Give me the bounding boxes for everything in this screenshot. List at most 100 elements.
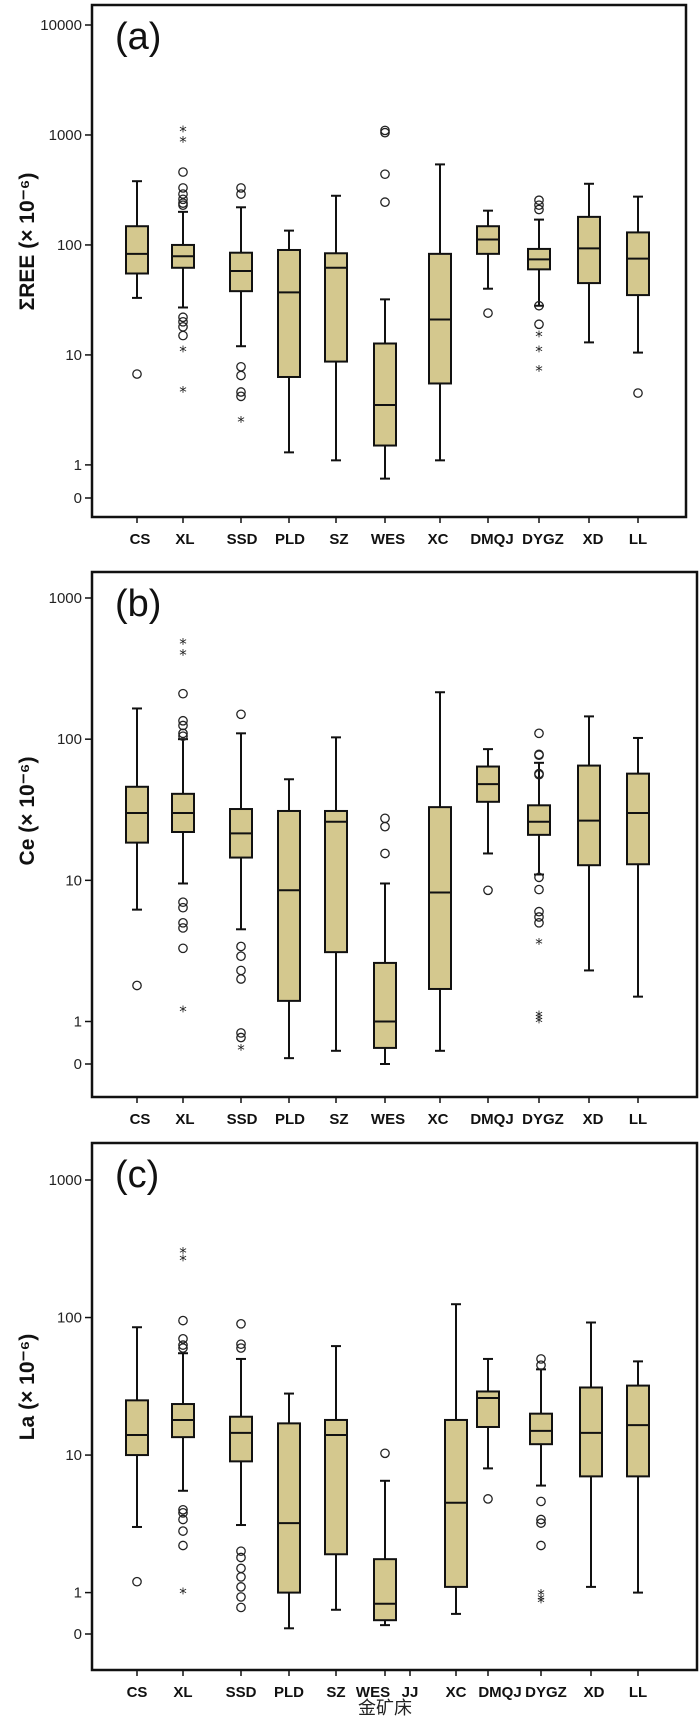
box-dmqj	[476, 209, 500, 318]
outlier-point	[178, 1343, 188, 1353]
category-label: JJ	[402, 1684, 419, 1701]
y-tick-label: 1	[74, 457, 82, 474]
outlier-point	[534, 204, 544, 215]
box-sz	[324, 736, 348, 1052]
outlier-point	[236, 965, 246, 976]
box-ll	[626, 195, 650, 398]
box-ll	[626, 1360, 650, 1594]
outlier-point	[534, 200, 544, 211]
category-label: CS	[127, 1684, 148, 1701]
outlier-point	[483, 308, 493, 318]
outlier-point	[236, 183, 246, 193]
outlier-point	[178, 897, 188, 908]
box-xd	[577, 715, 601, 972]
outlier-point	[178, 1333, 188, 1344]
category-label: PLD	[275, 531, 305, 548]
box-iqr	[277, 809, 301, 1002]
category-label: LL	[629, 531, 647, 548]
outlier-point	[380, 169, 390, 180]
extreme-point: *	[179, 635, 187, 653]
y-tick-label: 1000	[49, 590, 82, 607]
outlier-point	[178, 316, 188, 327]
outlier-point	[536, 1514, 546, 1525]
box-cs	[125, 707, 149, 991]
outlier-point	[178, 917, 188, 928]
box-ssd: *	[229, 709, 253, 1059]
y-tick-label: 1000	[49, 127, 82, 144]
outlier-point	[534, 195, 544, 206]
outlier-point	[236, 1563, 246, 1574]
outlier-point	[534, 906, 544, 917]
category-label: XL	[173, 1684, 192, 1701]
category-label: LL	[629, 1684, 647, 1701]
extreme-point: *	[179, 1585, 187, 1603]
box-xd	[579, 1321, 603, 1588]
outlier-point	[236, 361, 246, 372]
category-label: XC	[428, 531, 449, 548]
y-tick-label: 1	[74, 1585, 82, 1602]
y-tick-label: 1	[74, 1014, 82, 1031]
outlier-point	[380, 821, 390, 832]
outlier-point	[178, 194, 188, 205]
category-label: WES	[371, 1111, 405, 1128]
category-label: WES	[371, 531, 405, 548]
y-tick-label: 0	[74, 1626, 82, 1643]
box-iqr	[577, 215, 601, 285]
outlier-point	[534, 917, 544, 928]
box-iqr	[277, 248, 301, 378]
box-xl: ***	[171, 1244, 195, 1603]
box-sz	[324, 1345, 348, 1611]
outlier-point	[236, 391, 246, 402]
outlier-point	[483, 1494, 493, 1504]
box-iqr	[428, 806, 452, 990]
extreme-point: *	[537, 1591, 545, 1609]
box-iqr	[529, 1412, 553, 1446]
extreme-point: *	[535, 362, 543, 380]
plot-frame	[90, 570, 699, 1099]
outlier-point	[380, 197, 390, 207]
box-ll	[626, 736, 650, 998]
outlier-point	[178, 902, 188, 913]
category-label: SSD	[226, 1684, 257, 1701]
box-cs	[125, 1326, 149, 1587]
outlier-point	[536, 1360, 546, 1371]
category-label: WES	[356, 1684, 390, 1701]
box-pld	[277, 1392, 301, 1630]
outlier-point	[534, 728, 544, 739]
box-iqr	[324, 809, 348, 954]
outlier-point	[534, 300, 544, 311]
outlier-point	[236, 189, 246, 199]
panel-label: (b)	[115, 583, 161, 625]
extreme-point: *	[535, 1008, 543, 1026]
outlier-point	[380, 127, 390, 138]
category-label: XD	[583, 531, 604, 548]
box-xc	[428, 163, 452, 462]
panel-label: (a)	[115, 16, 161, 58]
outlier-point	[534, 769, 544, 780]
box-pld	[277, 229, 301, 454]
extreme-point: *	[237, 1041, 245, 1059]
outlier-point	[236, 1028, 246, 1038]
outlier-point	[236, 370, 246, 381]
category-label: CS	[130, 1111, 151, 1128]
box-dygz: ****	[527, 728, 551, 1032]
box-iqr	[324, 252, 348, 363]
category-label: SSD	[227, 1111, 258, 1128]
outlier-point	[178, 330, 188, 341]
outlier-point	[236, 951, 246, 962]
x-axis-label: 金矿床	[358, 1698, 412, 1719]
outlier-point	[380, 1448, 390, 1459]
y-tick-label: 100	[57, 731, 82, 748]
box-iqr	[626, 231, 650, 297]
category-label: XD	[583, 1111, 604, 1128]
box-iqr	[373, 342, 397, 447]
outlier-point	[178, 1508, 188, 1518]
chart-panel-c: 0 1 10 100 1000 La (× 10⁻⁶) (c) CS XL SSD PLD SZ WES…	[16, 1141, 699, 1719]
box-iqr	[527, 804, 551, 836]
outlier-point	[236, 1546, 246, 1557]
extreme-point: *	[179, 383, 187, 401]
outlier-point	[236, 709, 246, 720]
plot-frame	[90, 1141, 699, 1672]
extreme-point: *	[237, 413, 245, 431]
